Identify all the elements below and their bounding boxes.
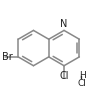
Text: Cl: Cl [78, 79, 87, 88]
Text: N: N [60, 19, 68, 29]
Text: H: H [79, 70, 86, 80]
Text: Cl: Cl [60, 71, 69, 81]
Text: Br: Br [2, 52, 13, 62]
